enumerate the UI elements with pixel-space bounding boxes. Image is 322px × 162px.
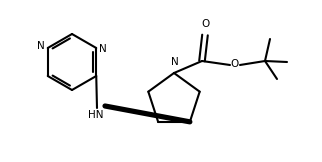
Text: N: N — [99, 44, 107, 54]
Text: O: O — [231, 59, 239, 69]
Text: HN: HN — [88, 110, 104, 120]
Text: N: N — [37, 41, 45, 51]
Text: N: N — [171, 57, 179, 67]
Text: O: O — [202, 19, 210, 29]
